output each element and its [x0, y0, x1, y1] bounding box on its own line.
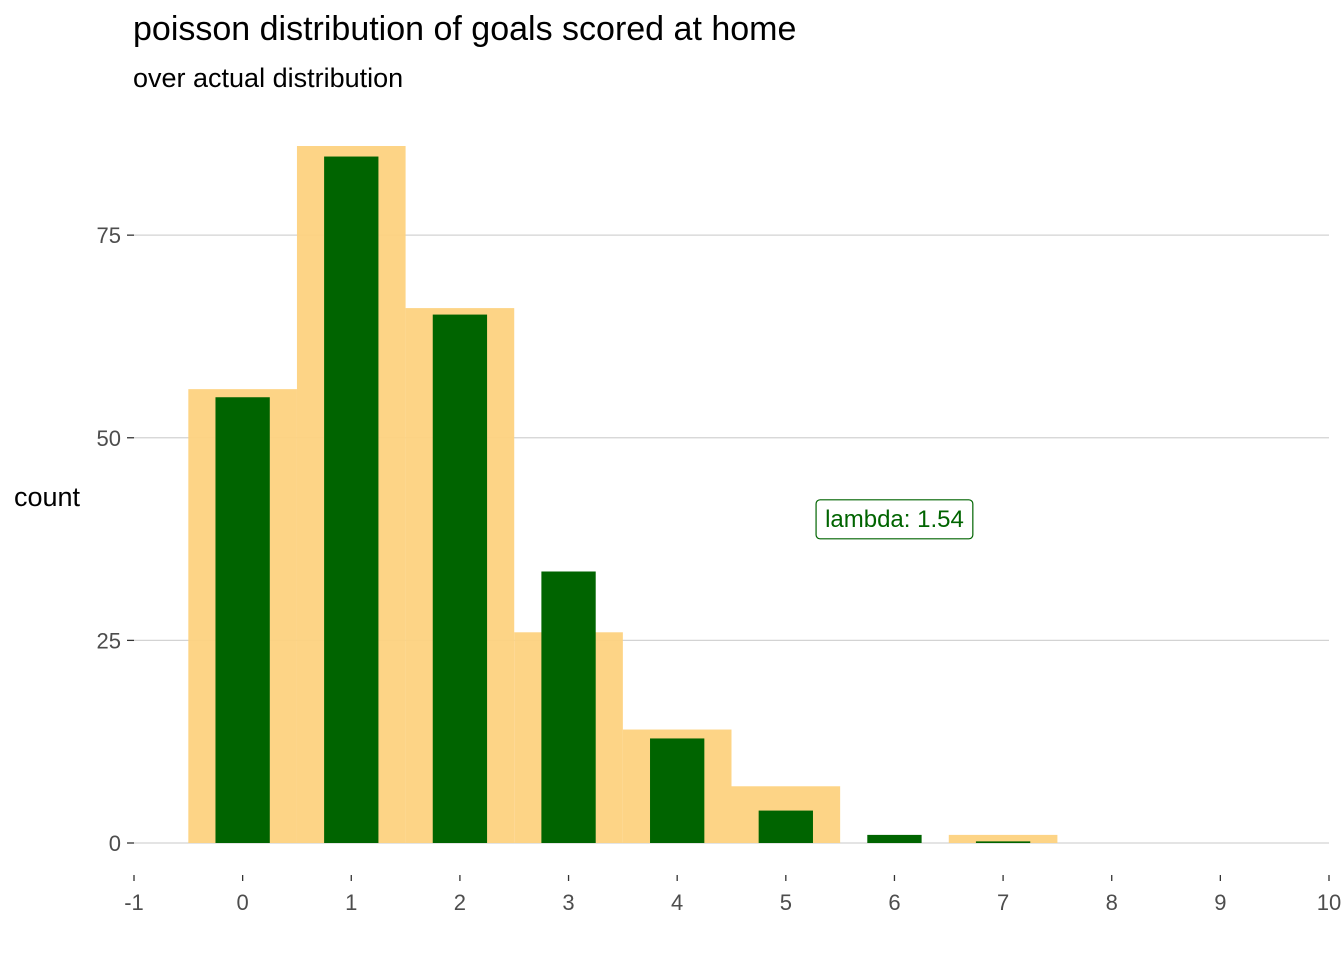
x-tick-label: 9 — [1214, 890, 1226, 915]
chart-subtitle: over actual distribution — [133, 63, 404, 93]
poisson-bar — [541, 571, 596, 843]
y-tick-label: 25 — [97, 628, 121, 653]
x-tick-label: 6 — [888, 890, 900, 915]
y-tick-label: 50 — [97, 426, 121, 451]
actual-bar — [948, 834, 1058, 843]
x-tick-label: 10 — [1317, 890, 1341, 915]
y-tick-label: 75 — [97, 223, 121, 248]
lambda-annotation-box — [815, 499, 974, 540]
poisson-bar — [975, 841, 1031, 843]
x-tick-label: -1 — [124, 890, 144, 915]
x-tick-label: 0 — [237, 890, 249, 915]
poisson-series — [215, 156, 1031, 844]
x-tick-label: 2 — [454, 890, 466, 915]
annotation-layer: lambda: 1.54 — [815, 499, 974, 540]
poisson-bar — [650, 738, 705, 843]
chart-title: poisson distribution of goals scored at … — [133, 10, 797, 48]
x-tick-label: 8 — [1106, 890, 1118, 915]
axes: 0 25 50 75 -1 0 1 2 3 4 5 6 7 8 9 10 — [97, 223, 1342, 915]
lambda-annotation-text: lambda: 1.54 — [825, 506, 964, 533]
x-tick-label: 1 — [345, 890, 357, 915]
y-tick-label: 0 — [109, 831, 121, 856]
y-axis-label: count — [14, 482, 81, 512]
x-tick-label: 3 — [562, 890, 574, 915]
poisson-bar — [867, 834, 922, 843]
poisson-bar — [432, 314, 488, 843]
poisson-bar — [758, 810, 813, 843]
poisson-bar — [215, 397, 270, 843]
actual-series — [188, 146, 1058, 843]
x-tick-label: 4 — [671, 890, 683, 915]
poisson-bar — [324, 156, 379, 844]
x-tick-label: 7 — [997, 890, 1009, 915]
x-tick-label: 5 — [780, 890, 792, 915]
